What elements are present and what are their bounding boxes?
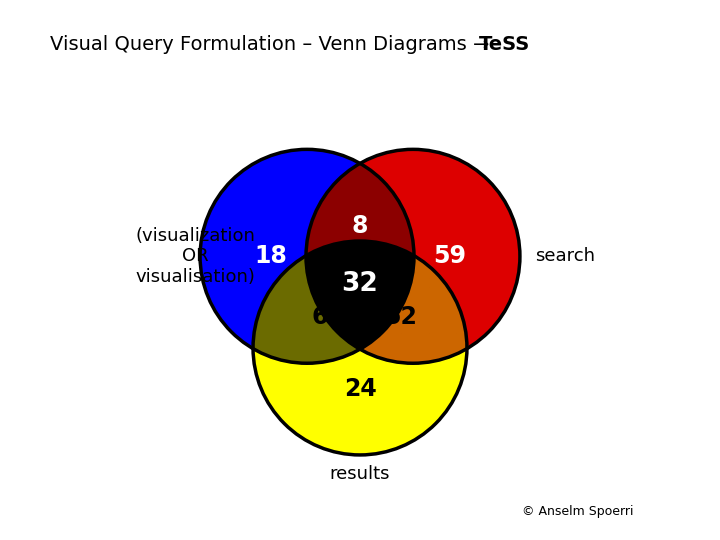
Text: (visualization
OR
visualisation): (visualization OR visualisation) xyxy=(135,226,255,286)
Text: TeSS: TeSS xyxy=(479,35,530,54)
Text: 6: 6 xyxy=(311,306,328,329)
Text: 24: 24 xyxy=(343,377,377,401)
Text: 8: 8 xyxy=(352,214,368,238)
Text: © Anselm Spoerri: © Anselm Spoerri xyxy=(522,505,634,518)
Text: 32: 32 xyxy=(341,271,379,297)
Text: 52: 52 xyxy=(384,306,417,329)
Text: search: search xyxy=(535,247,595,265)
Text: results: results xyxy=(330,465,390,483)
Text: 18: 18 xyxy=(254,244,287,268)
Text: Visual Query Formulation – Venn Diagrams →: Visual Query Formulation – Venn Diagrams… xyxy=(50,35,496,54)
Text: 59: 59 xyxy=(433,244,466,268)
